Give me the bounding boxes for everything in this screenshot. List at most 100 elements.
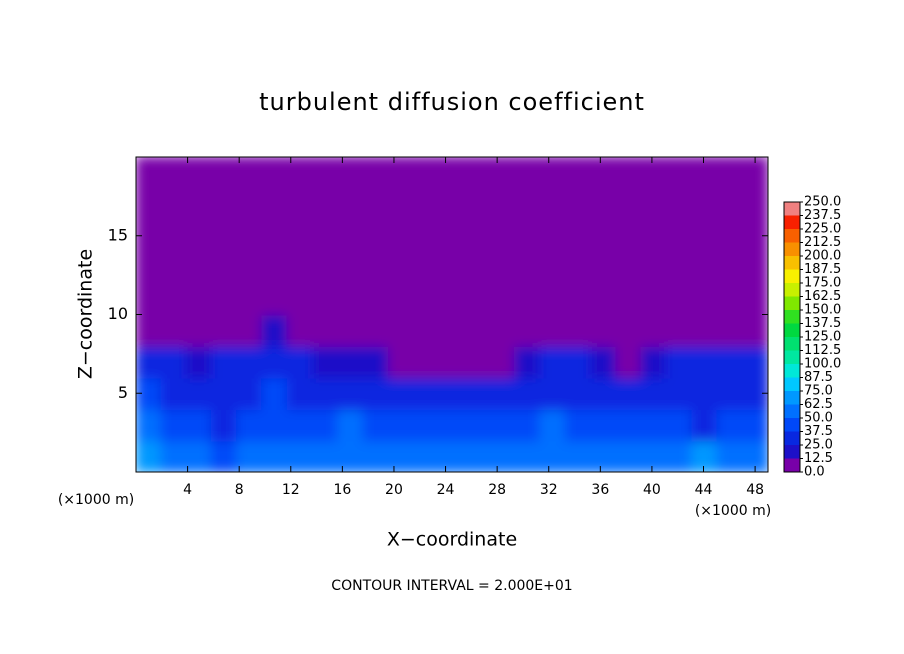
field-cell (311, 439, 340, 472)
colorbar-label: 237.5 (804, 208, 841, 223)
field-cell (413, 282, 441, 316)
field-cell (514, 250, 542, 284)
colorbar-swatch (784, 418, 800, 432)
field-cell (640, 408, 668, 442)
field-cell (539, 376, 567, 410)
field-cell (590, 345, 618, 379)
colorbar-label: 12.5 (804, 451, 833, 466)
field-cell (185, 376, 213, 410)
field-cell (413, 408, 441, 442)
field-cell (564, 157, 593, 190)
x-tick-label: 32 (540, 482, 558, 498)
colorbar-label: 25.0 (804, 438, 833, 453)
field-cell (488, 157, 517, 190)
field-cell (590, 376, 618, 410)
field-cell (261, 376, 289, 410)
field-cell (488, 376, 517, 410)
field-cell (136, 157, 163, 190)
field-cell (590, 219, 618, 253)
field-cell (160, 157, 188, 190)
field-cell (488, 187, 517, 221)
field-cell (665, 408, 694, 442)
field-cell (716, 219, 744, 253)
field-cell (539, 157, 567, 190)
field (136, 157, 768, 472)
field-cell (413, 157, 441, 190)
field-cell (136, 313, 163, 347)
field-cell (311, 157, 340, 190)
field-cell (463, 250, 491, 284)
field-cell (640, 282, 668, 316)
field-cell (564, 408, 593, 442)
field-cell (615, 313, 643, 347)
chart-title: turbulent diffusion coefficient (259, 88, 645, 116)
field-cell (185, 313, 213, 347)
y-tick-label: 5 (118, 383, 128, 402)
colorbar-label: 100.0 (804, 357, 841, 372)
field-cell (362, 408, 390, 442)
field-cell (691, 408, 719, 442)
field-cell (716, 408, 744, 442)
field-cell (665, 376, 694, 410)
field-cell (564, 376, 593, 410)
field-cell (640, 376, 668, 410)
field-cell (311, 219, 340, 253)
field-cell (741, 345, 768, 379)
cells (136, 157, 768, 472)
field-cell (210, 313, 239, 347)
field-cell (640, 219, 668, 253)
field-cell (716, 250, 744, 284)
field-cell (160, 250, 188, 284)
colorbar-swatch (784, 431, 800, 445)
field-cell (160, 408, 188, 442)
field-cell (311, 376, 340, 410)
field-cell (261, 313, 289, 347)
field-cell (236, 187, 264, 221)
field-cell (564, 282, 593, 316)
field-cell (640, 439, 668, 472)
field-cell (337, 187, 365, 221)
field-cell (590, 187, 618, 221)
field-cell (160, 187, 188, 221)
colorbar-label: 250.0 (804, 195, 841, 210)
field-cell (136, 282, 163, 316)
field-cell (691, 282, 719, 316)
field-cell (590, 250, 618, 284)
colorbar-label: 162.5 (804, 289, 841, 304)
field-cell (413, 345, 441, 379)
field-cell (640, 345, 668, 379)
x-tick-label: 36 (591, 482, 609, 498)
field-cell (236, 439, 264, 472)
x-tick-label: 8 (235, 482, 244, 498)
field-cell (160, 376, 188, 410)
field-cell (337, 250, 365, 284)
field-cell (438, 219, 466, 253)
colorbar-swatch (784, 323, 800, 337)
colorbar-swatch (784, 364, 800, 378)
field-cell (463, 439, 491, 472)
field-cell (387, 345, 416, 379)
y-axis-label: Z−coordinate (75, 249, 97, 379)
field-cell (539, 250, 567, 284)
field-cell (236, 376, 264, 410)
colorbar-label: 225.0 (804, 222, 841, 237)
field-cell (136, 408, 163, 442)
field-cell (362, 345, 390, 379)
field-cell (387, 376, 416, 410)
field-cell (691, 439, 719, 472)
field-cell (337, 408, 365, 442)
colorbar-label: 187.5 (804, 262, 841, 277)
field-cell (488, 250, 517, 284)
field-cell (136, 250, 163, 284)
field-cell (210, 408, 239, 442)
field-cell (261, 250, 289, 284)
field-cell (210, 219, 239, 253)
field-cell (210, 345, 239, 379)
field-cell (438, 157, 466, 190)
field-cell (488, 408, 517, 442)
field-cell (236, 157, 264, 190)
field-cell (337, 313, 365, 347)
field-cell (413, 376, 441, 410)
field-cell (514, 219, 542, 253)
field-cell (564, 187, 593, 221)
